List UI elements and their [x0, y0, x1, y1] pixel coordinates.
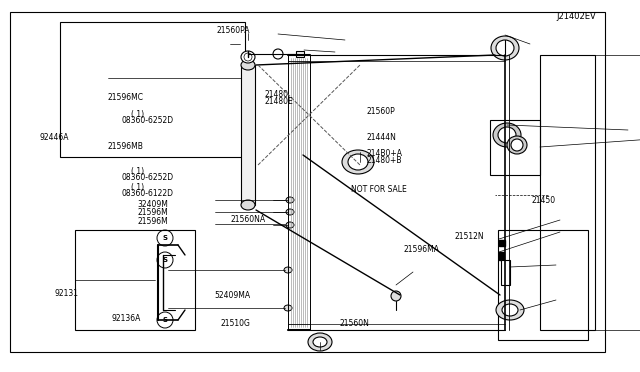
Ellipse shape [284, 305, 292, 311]
Ellipse shape [342, 150, 374, 174]
Ellipse shape [498, 127, 516, 143]
Text: ( 1): ( 1) [131, 110, 145, 119]
Text: 92136A: 92136A [112, 314, 141, 323]
Text: 52409MA: 52409MA [214, 291, 250, 300]
Text: 21450: 21450 [531, 196, 556, 205]
Text: NOT FOR SALE: NOT FOR SALE [351, 185, 406, 194]
Text: 08360-6122D: 08360-6122D [122, 189, 173, 198]
Text: ( 1): ( 1) [131, 167, 145, 176]
Text: S: S [163, 317, 168, 323]
Text: 08360-6252D: 08360-6252D [122, 173, 173, 182]
Text: 21480+B: 21480+B [366, 156, 401, 165]
Text: 21560NA: 21560NA [230, 215, 266, 224]
Ellipse shape [286, 222, 294, 228]
Text: 32409M: 32409M [138, 200, 168, 209]
Text: S: S [163, 257, 168, 263]
Text: 21480: 21480 [264, 90, 288, 99]
Ellipse shape [496, 40, 514, 56]
Bar [540, 55, 595, 330]
Text: 21596MC: 21596MC [108, 93, 143, 102]
Text: 21444N: 21444N [366, 133, 396, 142]
Ellipse shape [348, 154, 368, 170]
Text: 21596M: 21596M [138, 217, 168, 226]
Text: 08360-6252D: 08360-6252D [122, 116, 173, 125]
Ellipse shape [502, 304, 518, 316]
Circle shape [157, 252, 173, 268]
Text: 21560N: 21560N [339, 319, 369, 328]
Text: S: S [163, 235, 168, 241]
Circle shape [273, 49, 283, 59]
Ellipse shape [241, 200, 255, 210]
Ellipse shape [286, 197, 294, 203]
Ellipse shape [308, 333, 332, 351]
Bar [296, 51, 304, 57]
Text: 21560PA: 21560PA [216, 26, 250, 35]
Text: ( 1): ( 1) [131, 183, 145, 192]
Ellipse shape [286, 209, 294, 215]
Bar [501, 260, 510, 285]
Ellipse shape [241, 60, 255, 70]
Bar [498, 230, 588, 340]
Text: 21480E: 21480E [264, 97, 293, 106]
Text: 21510G: 21510G [221, 319, 251, 328]
Ellipse shape [507, 136, 527, 154]
Bar [499, 240, 505, 246]
Circle shape [157, 312, 173, 328]
Text: 92446A: 92446A [40, 133, 69, 142]
Text: 92131: 92131 [54, 289, 79, 298]
Text: 21596MA: 21596MA [403, 245, 439, 254]
Ellipse shape [511, 139, 523, 151]
Text: 21596MB: 21596MB [108, 142, 143, 151]
Ellipse shape [284, 267, 292, 273]
Text: 21560P: 21560P [366, 107, 395, 116]
Bar [490, 120, 540, 175]
Ellipse shape [244, 53, 252, 61]
Ellipse shape [241, 51, 255, 63]
Text: 214B0+A: 214B0+A [366, 149, 402, 158]
Bar [60, 22, 245, 157]
Ellipse shape [391, 291, 401, 301]
Circle shape [157, 230, 173, 246]
Ellipse shape [493, 123, 521, 147]
Bar [499, 252, 504, 260]
Text: 21596M: 21596M [138, 208, 168, 217]
Text: 21512N: 21512N [454, 232, 484, 241]
Ellipse shape [496, 300, 524, 320]
Ellipse shape [491, 36, 519, 60]
Text: J21402EV: J21402EV [557, 12, 596, 21]
Bar [241, 65, 255, 205]
Ellipse shape [313, 337, 327, 347]
Bar [75, 230, 195, 330]
